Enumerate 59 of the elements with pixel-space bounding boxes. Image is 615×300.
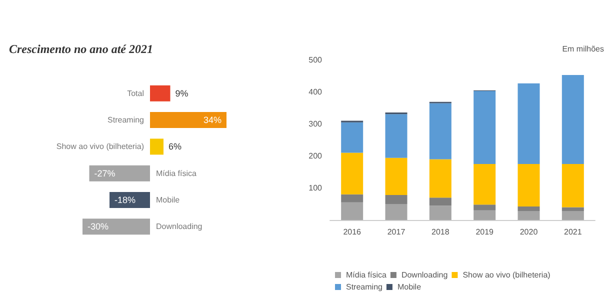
bar — [341, 152, 364, 194]
y-tick-label: 500 — [308, 56, 323, 64]
bar — [429, 198, 452, 206]
bar — [385, 114, 408, 158]
data-label: 9% — [175, 88, 188, 98]
bar — [341, 202, 364, 220]
bar — [150, 138, 164, 155]
y-tick-label: 100 — [308, 184, 323, 192]
bar — [518, 83, 540, 164]
bar — [385, 158, 408, 196]
legend-label: Downloading — [401, 270, 448, 280]
chart-title: Crescimento no ano até 2021 — [9, 42, 154, 56]
y-tick-label: 200 — [308, 152, 323, 160]
legend-label: Streaming — [346, 282, 382, 292]
bar — [474, 204, 496, 210]
y-tick-label: Total — [127, 88, 144, 98]
data-label: 34% — [203, 115, 222, 125]
bar — [474, 91, 496, 164]
y-tick-label: Mídia física — [156, 168, 198, 178]
data-label: -27% — [94, 168, 116, 178]
x-tick-label: 2020 — [520, 228, 538, 236]
bar — [429, 159, 452, 198]
x-tick-label: 2018 — [432, 228, 450, 236]
bar — [562, 164, 584, 208]
y-tick-label: Downloading — [156, 222, 202, 232]
x-tick-label: 2017 — [387, 228, 406, 236]
bar — [341, 194, 364, 202]
bar — [474, 210, 496, 220]
text: Em milhões — [562, 44, 604, 54]
bar — [562, 211, 584, 220]
bar — [89, 165, 150, 182]
bar — [518, 164, 540, 207]
data-label: 6% — [168, 142, 182, 152]
x-tick-label: 2021 — [564, 228, 582, 236]
bar — [429, 206, 452, 220]
y-tick-label: 400 — [308, 88, 323, 96]
y-tick-label: Streaming — [108, 116, 144, 124]
bar — [562, 75, 584, 164]
bar — [341, 122, 364, 153]
legend-label: Mídia física — [346, 270, 388, 280]
bar — [150, 85, 170, 102]
bar — [429, 103, 452, 160]
legend-label: Mobile — [397, 282, 422, 292]
y-tick-label: 300 — [308, 120, 323, 128]
bar — [82, 218, 150, 235]
x-tick-label: 2016 — [343, 228, 362, 236]
bar — [518, 206, 540, 212]
bar — [518, 211, 540, 220]
x-tick-label: 2019 — [476, 228, 494, 236]
bar — [562, 207, 584, 212]
data-label: -30% — [88, 222, 109, 232]
bar — [385, 204, 408, 220]
data-label: -18% — [114, 195, 136, 205]
y-tick-label: Show ao vivo (bilheteria) — [56, 142, 144, 152]
bar — [385, 195, 408, 204]
y-tick-label: Mobile — [156, 196, 180, 204]
bar — [150, 112, 226, 128]
legend-label: Show ao vivo (bilheteria) — [462, 270, 551, 280]
bar — [474, 164, 496, 205]
